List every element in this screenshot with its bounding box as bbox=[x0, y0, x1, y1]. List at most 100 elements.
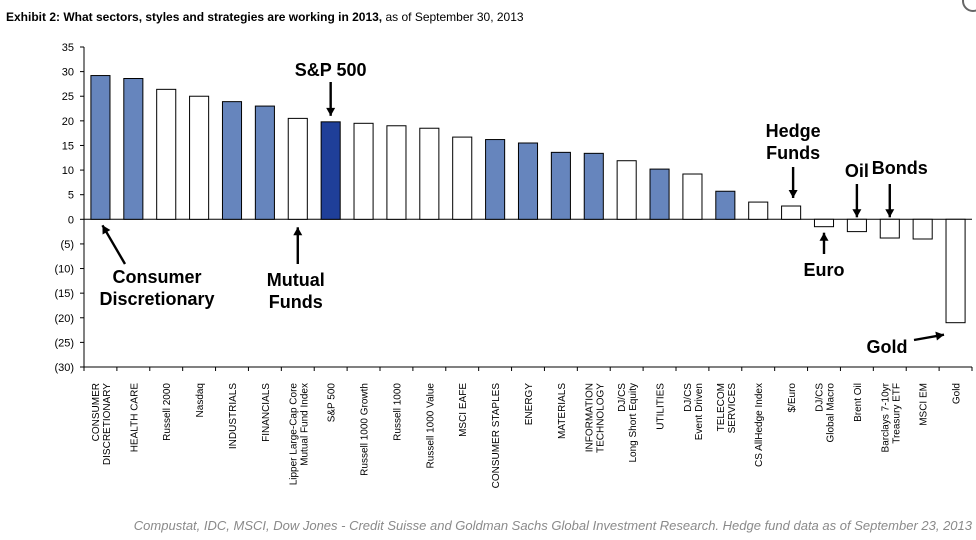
annotation-arrowhead bbox=[293, 227, 303, 236]
y-tick-label: 5 bbox=[68, 190, 74, 202]
bar bbox=[550, 151, 571, 220]
source-note: Compustat, IDC, MSCI, Dow Jones - Credit… bbox=[133, 518, 972, 533]
annotation-label: Euro bbox=[803, 260, 844, 280]
bar bbox=[287, 117, 308, 220]
x-tick-label: MSCI EM bbox=[919, 383, 930, 426]
bar bbox=[813, 218, 835, 228]
bar bbox=[846, 218, 867, 233]
x-tick-label: MSCI EAFE bbox=[458, 383, 469, 437]
x-axis-labels: CONSUMER DISCRETIONARY HEALTH CARE Russell … bbox=[91, 382, 963, 488]
x-tick-label: Treasury ETF bbox=[891, 383, 902, 444]
annotation-arrowhead bbox=[885, 209, 895, 218]
bar bbox=[649, 168, 670, 220]
x-tick-label: Russell 1000 Value bbox=[425, 383, 436, 469]
y-tick-label: 0 bbox=[68, 214, 74, 226]
x-tick-label: TECHNOLOGY bbox=[595, 383, 606, 453]
x-tick-label: DJ/CS bbox=[617, 383, 628, 412]
bar bbox=[945, 218, 966, 324]
y-tick-label: 25 bbox=[62, 91, 74, 103]
x-tick-label: Russell 2000 bbox=[162, 383, 173, 441]
x-tick-label: TELECOM bbox=[716, 383, 727, 431]
annotation-label: Bonds bbox=[872, 158, 928, 178]
bar bbox=[748, 201, 769, 220]
x-tick-label: Mutual Fund Index bbox=[299, 383, 310, 466]
y-tick-label: 30 bbox=[62, 67, 74, 79]
y-axis-ticks: 35 30 25 20 15 10 5 0 (5) (10) (15) (20) (25) (30) bbox=[54, 42, 84, 374]
y-tick-label: (10) bbox=[54, 264, 74, 276]
y-tick-label: 10 bbox=[62, 165, 74, 177]
bar bbox=[156, 88, 177, 220]
y-tick-label: 15 bbox=[62, 140, 74, 152]
bar bbox=[715, 190, 736, 220]
annotation-label: S&P 500 bbox=[295, 60, 367, 80]
annotation-arrowhead bbox=[819, 232, 829, 241]
bar bbox=[682, 173, 703, 220]
bar bbox=[189, 95, 210, 220]
x-tick-label: Russell 1000 bbox=[392, 383, 403, 441]
bar bbox=[254, 105, 275, 220]
x-tick-label: Event Driven bbox=[694, 383, 705, 440]
x-tick-label: Lipper Large-Cap Core bbox=[288, 383, 299, 486]
annotation-label: Funds bbox=[269, 292, 323, 312]
annotation-arrowhead bbox=[102, 225, 111, 235]
x-tick-label: MATERIALS bbox=[557, 383, 568, 439]
x-tick-label: Brent Oil bbox=[853, 383, 864, 422]
x-tick-label: S&P 500 bbox=[327, 383, 338, 423]
y-tick-label: 35 bbox=[62, 42, 74, 54]
annotation-label: Mutual bbox=[267, 270, 325, 290]
y-tick-label: (20) bbox=[54, 313, 74, 325]
chart-bars bbox=[90, 75, 966, 324]
annotation-arrowhead bbox=[852, 209, 862, 218]
x-tick-label: SERVICES bbox=[727, 383, 738, 434]
x-tick-label: Global Macro bbox=[826, 383, 837, 443]
x-tick-label: UTILITIES bbox=[656, 383, 667, 430]
y-tick-label: (30) bbox=[54, 362, 74, 374]
bar bbox=[452, 136, 473, 220]
annotation-label: Consumer bbox=[112, 267, 201, 287]
annotation-label: Discretionary bbox=[99, 289, 214, 309]
bar bbox=[781, 205, 802, 220]
x-tick-label: INFORMATION bbox=[584, 383, 595, 452]
x-tick-label: Russell 1000 Growth bbox=[360, 383, 371, 476]
annotation-arrowhead bbox=[788, 190, 798, 199]
annotation-arrowhead bbox=[326, 107, 336, 116]
x-tick-label: FINANCIALS bbox=[261, 383, 272, 442]
bar bbox=[320, 121, 341, 220]
close-icon[interactable] bbox=[962, 0, 976, 12]
annotation-label: Gold bbox=[867, 337, 908, 357]
annotation-label: Funds bbox=[766, 143, 820, 163]
x-tick-label: $/Euro bbox=[787, 383, 798, 413]
x-tick-label: Long Short Equity bbox=[628, 383, 639, 463]
bar bbox=[912, 218, 933, 240]
x-tick-label: DJ/CS bbox=[815, 383, 826, 412]
bar bbox=[879, 218, 900, 239]
bar bbox=[419, 127, 440, 220]
x-tick-label: DJ/CS bbox=[683, 383, 694, 412]
bar bbox=[485, 139, 506, 220]
bar bbox=[123, 78, 144, 220]
annotation-label: Hedge bbox=[766, 121, 821, 141]
x-tick-label: INDUSTRIALS bbox=[228, 383, 239, 449]
x-tick-label: DISCRETIONARY bbox=[102, 383, 113, 465]
x-tick-label: CS AllHedge Index bbox=[754, 383, 765, 467]
x-tick-label: Barclays 7-10yr bbox=[880, 382, 891, 452]
y-tick-label: (15) bbox=[54, 288, 74, 300]
bar bbox=[616, 160, 637, 220]
annotation-label: Oil bbox=[845, 161, 869, 181]
bar bbox=[353, 122, 374, 220]
x-tick-label: Gold bbox=[952, 383, 963, 404]
y-tick-label: 20 bbox=[62, 116, 74, 128]
chart-annotations: S&P 500ConsumerDiscretionaryMutualFundsH… bbox=[99, 60, 945, 357]
bar bbox=[386, 125, 407, 220]
x-tick-label: CONSUMER bbox=[91, 383, 102, 441]
y-tick-label: (5) bbox=[61, 239, 74, 251]
chart-title-date: as of September 30, 2013 bbox=[382, 10, 524, 24]
y-tick-label: (25) bbox=[54, 337, 74, 349]
bar-chart: 35 30 25 20 15 10 5 0 (5) (10) (15) (20) (25) (30) CO… bbox=[54, 42, 973, 488]
chart-title: Exhibit 2: What sectors, styles and stra… bbox=[6, 10, 524, 24]
bar bbox=[221, 101, 243, 220]
x-tick-label: ENERGY bbox=[524, 383, 535, 426]
x-tick-label: Nasdaq bbox=[195, 383, 206, 417]
bar bbox=[517, 142, 539, 220]
